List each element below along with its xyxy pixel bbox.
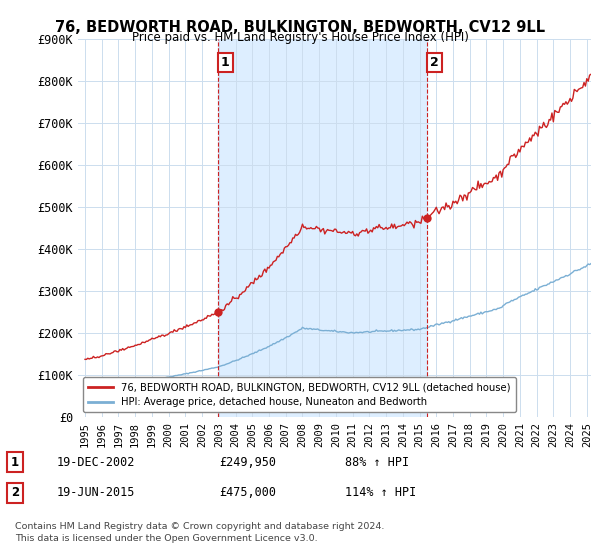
Text: 2: 2 [430,56,439,69]
Text: 1: 1 [221,56,229,69]
Text: £249,950: £249,950 [219,455,276,469]
Text: 2: 2 [11,486,19,500]
Text: 88% ↑ HPI: 88% ↑ HPI [345,455,409,469]
Text: Contains HM Land Registry data © Crown copyright and database right 2024.: Contains HM Land Registry data © Crown c… [15,522,385,531]
Text: 1: 1 [11,455,19,469]
Text: 19-DEC-2002: 19-DEC-2002 [57,455,136,469]
Text: This data is licensed under the Open Government Licence v3.0.: This data is licensed under the Open Gov… [15,534,317,543]
Text: 19-JUN-2015: 19-JUN-2015 [57,486,136,500]
Text: £475,000: £475,000 [219,486,276,500]
Text: 114% ↑ HPI: 114% ↑ HPI [345,486,416,500]
Text: 76, BEDWORTH ROAD, BULKINGTON, BEDWORTH, CV12 9LL: 76, BEDWORTH ROAD, BULKINGTON, BEDWORTH,… [55,20,545,35]
Bar [218,39,427,417]
Text: Price paid vs. HM Land Registry's House Price Index (HPI): Price paid vs. HM Land Registry's House … [131,31,469,44]
Legend: 76, BEDWORTH ROAD, BULKINGTON, BEDWORTH, CV12 9LL (detached house), HPI: Average: 76, BEDWORTH ROAD, BULKINGTON, BEDWORTH,… [83,377,515,412]
